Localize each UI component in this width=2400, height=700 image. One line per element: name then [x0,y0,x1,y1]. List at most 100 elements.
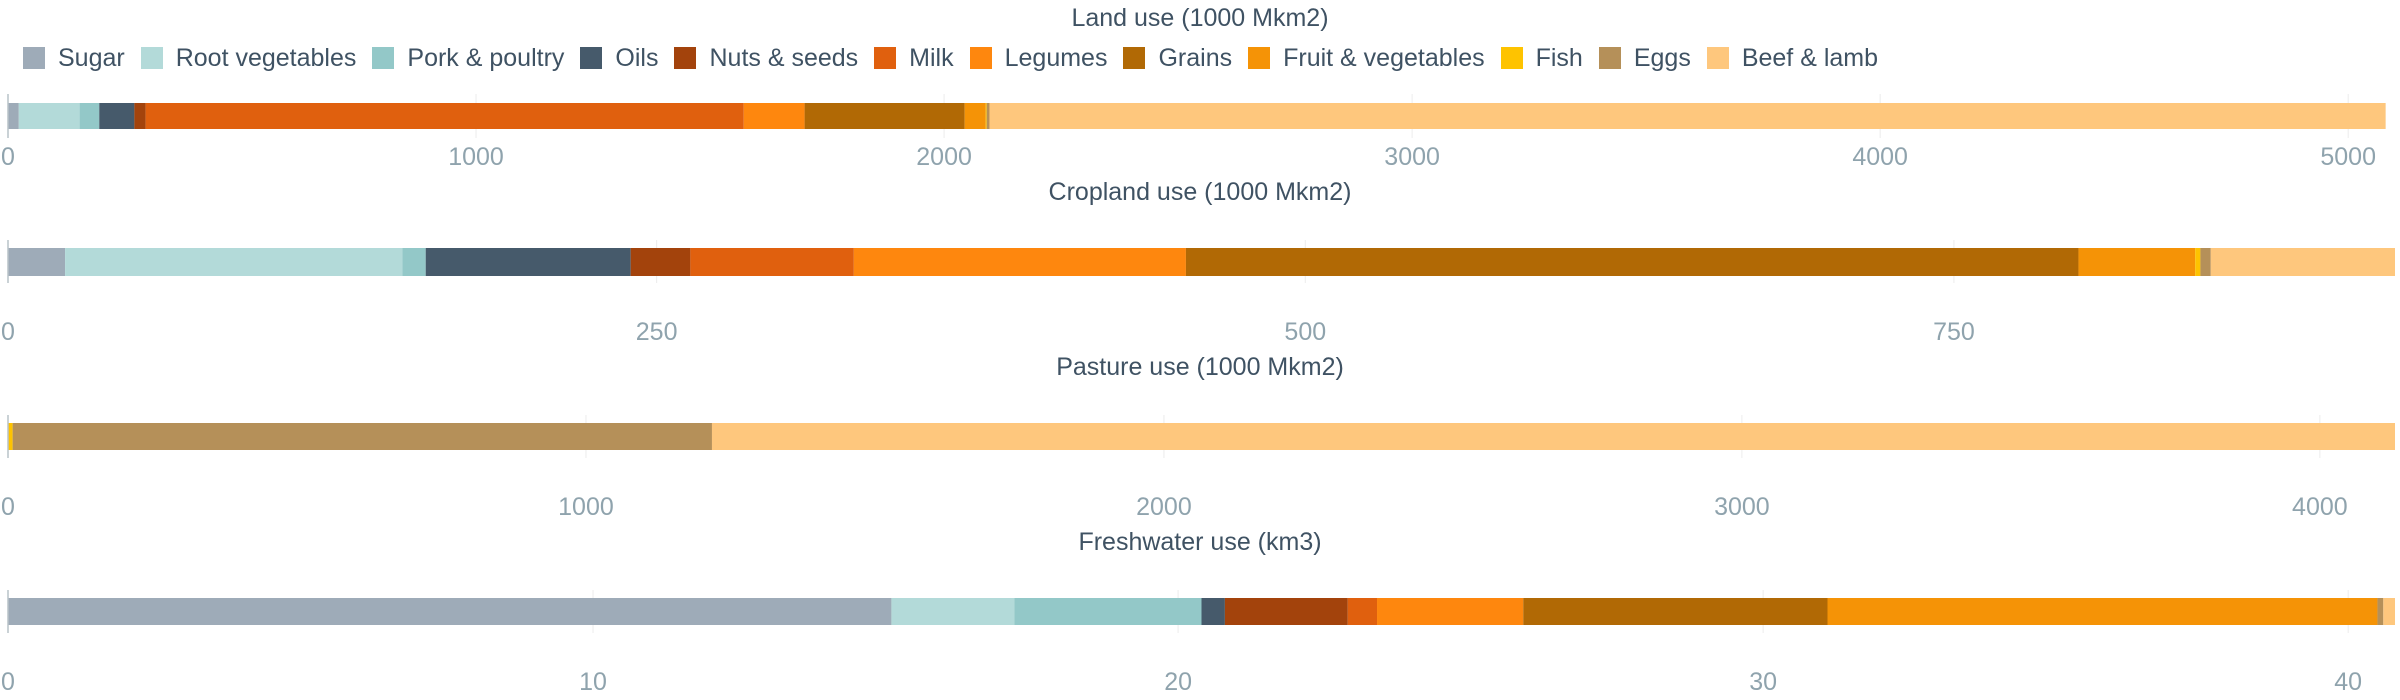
legend-label: Legumes [1004,43,1108,72]
tick-label: 30 [1749,668,1777,696]
tick-label: 500 [1284,318,1326,346]
bar-segment [1523,598,1828,625]
bar-segment [989,103,2386,129]
bar-segment [743,103,805,129]
chart-title: Land use (1000 Mkm2) [1071,4,1328,32]
legend-swatch [140,47,163,69]
tick-label: 0 [1,668,15,696]
bar-segment [8,248,66,276]
bar-segment [1224,598,1348,625]
tick-label: 2000 [916,143,972,171]
legend-label: Nuts & seeds [709,43,859,72]
chart-title: Pasture use (1000 Mkm2) [1056,353,1344,381]
bar-segment [853,248,1186,276]
legend-label: Fish [1535,43,1583,72]
bar-segment [18,103,80,129]
bar-segment [2195,248,2201,276]
tick-label: 1000 [558,493,614,521]
tick-label: 0 [1,493,15,521]
bar-segment [891,598,1015,625]
legend-label: Beef & lamb [1741,43,1879,72]
bar-segment [1377,598,1524,625]
legend-swatch [1123,47,1146,69]
legend-swatch [23,47,45,69]
chart-title: Freshwater use (km3) [1078,528,1321,556]
tick-label: 4000 [1852,143,1908,171]
legend-swatch [580,47,603,69]
tick-label: 0 [1,318,15,346]
bar-segment [690,248,854,276]
bar-segment [986,103,990,129]
legend-item[interactable]: Sugar [23,44,125,73]
bar-segment [804,103,965,129]
legend-swatch [372,47,395,69]
bar-segment [711,423,2396,450]
tick-label: 20 [1164,668,1192,696]
bar-segment [8,598,892,625]
bar-segment [65,248,403,276]
legend-label: Grains [1158,43,1233,72]
legend-swatch [969,47,992,69]
legend-item[interactable]: Nuts & seeds [674,44,858,73]
bar-segment [2210,248,2395,276]
legend-label: Pork & poultry [407,43,565,72]
legend-item[interactable]: Oils [580,44,658,73]
legend-item[interactable]: Fruit & vegetables [1248,44,1485,73]
legend-swatch [1248,47,1271,69]
tick-label: 40 [2334,668,2362,696]
chart-title: Cropland use (1000 Mkm2) [1049,178,1352,206]
legend-item[interactable]: Milk [874,43,954,73]
bar-segment [134,103,146,129]
tick-label: 250 [636,318,678,346]
bar-segment [985,103,987,129]
tick-label: 750 [1933,318,1975,346]
legend-item[interactable]: Grains [1123,44,1232,73]
bar-segment [425,248,631,276]
tick-label: 3000 [1384,143,1440,171]
legend-label: Fruit & vegetables [1283,43,1485,72]
legend-item[interactable]: Eggs [1598,43,1691,73]
bar-segment [964,103,986,129]
bar-segment [630,248,691,276]
bar-segment [79,103,100,129]
bar-segment [1201,598,1225,625]
bar-segment [99,103,135,129]
legend-label: Root vegetables [175,43,357,72]
bar-segment [1014,598,1202,625]
tick-label: 3000 [1714,493,1770,521]
legend-item[interactable]: Legumes [969,43,1108,73]
legend-swatch [674,47,697,69]
bar-segment [1347,598,1378,625]
bar-segment [1827,598,2378,625]
legend-swatch [1598,47,1621,69]
legend-label: Oils [615,43,659,72]
bar-segment [12,423,712,450]
bar-segment [2078,248,2196,276]
legend-label: Sugar [58,43,125,72]
legend-item[interactable]: Pork & poultry [372,44,564,73]
bar-segment [145,103,744,129]
legend-label: Milk [909,43,954,72]
bar-segment [402,248,426,276]
legend-label: Eggs [1633,43,1691,72]
tick-label: 0 [1,143,15,171]
bar-segment [1185,248,2079,276]
legend-swatch [1500,47,1523,69]
tick-label: 1000 [448,143,504,171]
bar-segment [8,423,13,450]
legend-swatch [1706,47,1729,69]
bar-segment [2200,248,2211,276]
bar-segment [2383,598,2395,625]
bar-segment [2377,598,2384,625]
tick-label: 10 [579,668,607,696]
legend-swatch [874,47,897,69]
tick-label: 5000 [2320,143,2376,171]
tick-label: 2000 [1136,493,1192,521]
chart-legend: Sugar Root vegetables Pork & poultry Oils Nu… [23,44,1894,72]
legend-item[interactable]: Root vegetables [140,43,357,73]
bar-segment [8,103,19,129]
legend-item[interactable]: Fish [1500,43,1583,73]
legend-item[interactable]: Beef & lamb [1706,43,1879,73]
